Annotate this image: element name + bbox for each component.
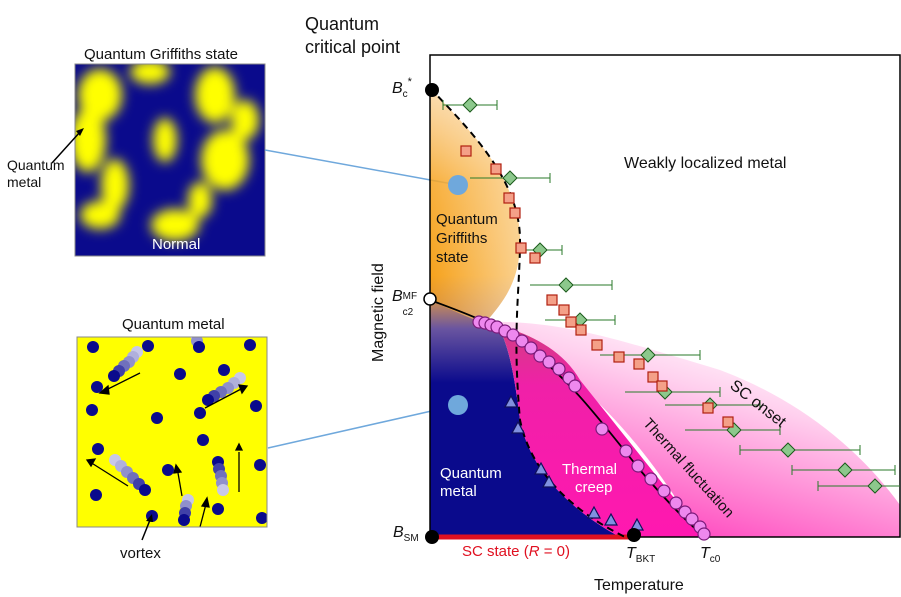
blue-triangles bbox=[503, 394, 645, 531]
sc-state-post: = 0) bbox=[539, 543, 570, 560]
bc2-label: B MF c2 bbox=[392, 288, 425, 318]
griffiths-inset bbox=[75, 64, 265, 256]
bc2-sub: c2 bbox=[402, 307, 414, 318]
tc0-sub: c0 bbox=[709, 554, 721, 565]
bc-star-sub: c bbox=[402, 89, 408, 100]
weakly-localized-label: Weakly localized metal bbox=[624, 155, 787, 172]
tbkt-main: T bbox=[626, 545, 636, 562]
tc0-label: Tc0 bbox=[700, 545, 720, 565]
sc-state-r: R bbox=[528, 543, 540, 560]
y-axis-label: Magnetic field bbox=[370, 263, 387, 362]
bc2-marker bbox=[423, 292, 437, 306]
tbkt-marker bbox=[627, 528, 641, 542]
quantum-metal-marker bbox=[448, 395, 468, 415]
sc-state-label: SC state (R = 0) bbox=[462, 543, 570, 560]
bc-star-main: B bbox=[392, 80, 403, 97]
thermal-creep-1: Thermal bbox=[562, 461, 618, 478]
bsm-main: B bbox=[393, 524, 404, 541]
sc-state-pre: SC state ( bbox=[462, 543, 529, 560]
red-squares bbox=[460, 145, 734, 428]
vortex-arrows bbox=[85, 372, 249, 527]
normal-label: Normal bbox=[152, 236, 201, 253]
griffiths-arrow bbox=[51, 131, 81, 164]
vortex-trails bbox=[108, 337, 246, 526]
connector-griffiths bbox=[264, 149, 459, 186]
tc0-main: T bbox=[700, 545, 710, 562]
griffiths-region-1: Quantum bbox=[436, 211, 498, 228]
bc2-sup: MF bbox=[402, 291, 418, 302]
bsm-label: BSM bbox=[393, 524, 419, 544]
vortex-label: vortex bbox=[120, 545, 161, 562]
tbkt-sub: BKT bbox=[635, 554, 656, 565]
griffiths-region-3: state bbox=[436, 249, 469, 266]
qm-inset-title: Quantum metal bbox=[122, 316, 225, 333]
thermal-creep-2: creep bbox=[575, 479, 613, 496]
vortex-pointer bbox=[141, 519, 151, 541]
qcp-label-1: Quantum bbox=[305, 14, 380, 34]
griffiths-inset-border bbox=[74, 63, 266, 257]
griffiths-region-2: Griffiths bbox=[436, 230, 488, 247]
griffiths-arrowhead bbox=[76, 128, 84, 136]
quantum-metal-inset bbox=[77, 337, 267, 527]
quantum-metal-inset-border bbox=[76, 336, 268, 528]
x-axis-label: Temperature bbox=[594, 577, 684, 594]
magenta-circles bbox=[472, 315, 711, 541]
connector-quantum-metal bbox=[267, 404, 459, 449]
tbkt-label: TBKT bbox=[626, 545, 655, 565]
griffiths-marker bbox=[448, 175, 468, 195]
bsm-sub: SM bbox=[403, 533, 419, 544]
qm-region-2: metal bbox=[440, 483, 477, 500]
vortex-dots bbox=[86, 339, 267, 524]
bc-star-marker bbox=[425, 83, 439, 97]
side-metal: metal bbox=[7, 174, 42, 190]
qcp-label-2: critical point bbox=[305, 37, 401, 57]
vortex-pointer-head bbox=[146, 514, 153, 522]
bc-star-label: Bc* bbox=[392, 76, 412, 100]
side-quantum: Quantum bbox=[7, 157, 65, 173]
bc-star-sup: * bbox=[407, 76, 412, 88]
qm-region-1: Quantum bbox=[440, 465, 502, 482]
griffiths-inset-title: Quantum Griffiths state bbox=[84, 46, 238, 63]
bc2-main: B bbox=[392, 288, 403, 305]
bsm-marker bbox=[425, 530, 439, 544]
